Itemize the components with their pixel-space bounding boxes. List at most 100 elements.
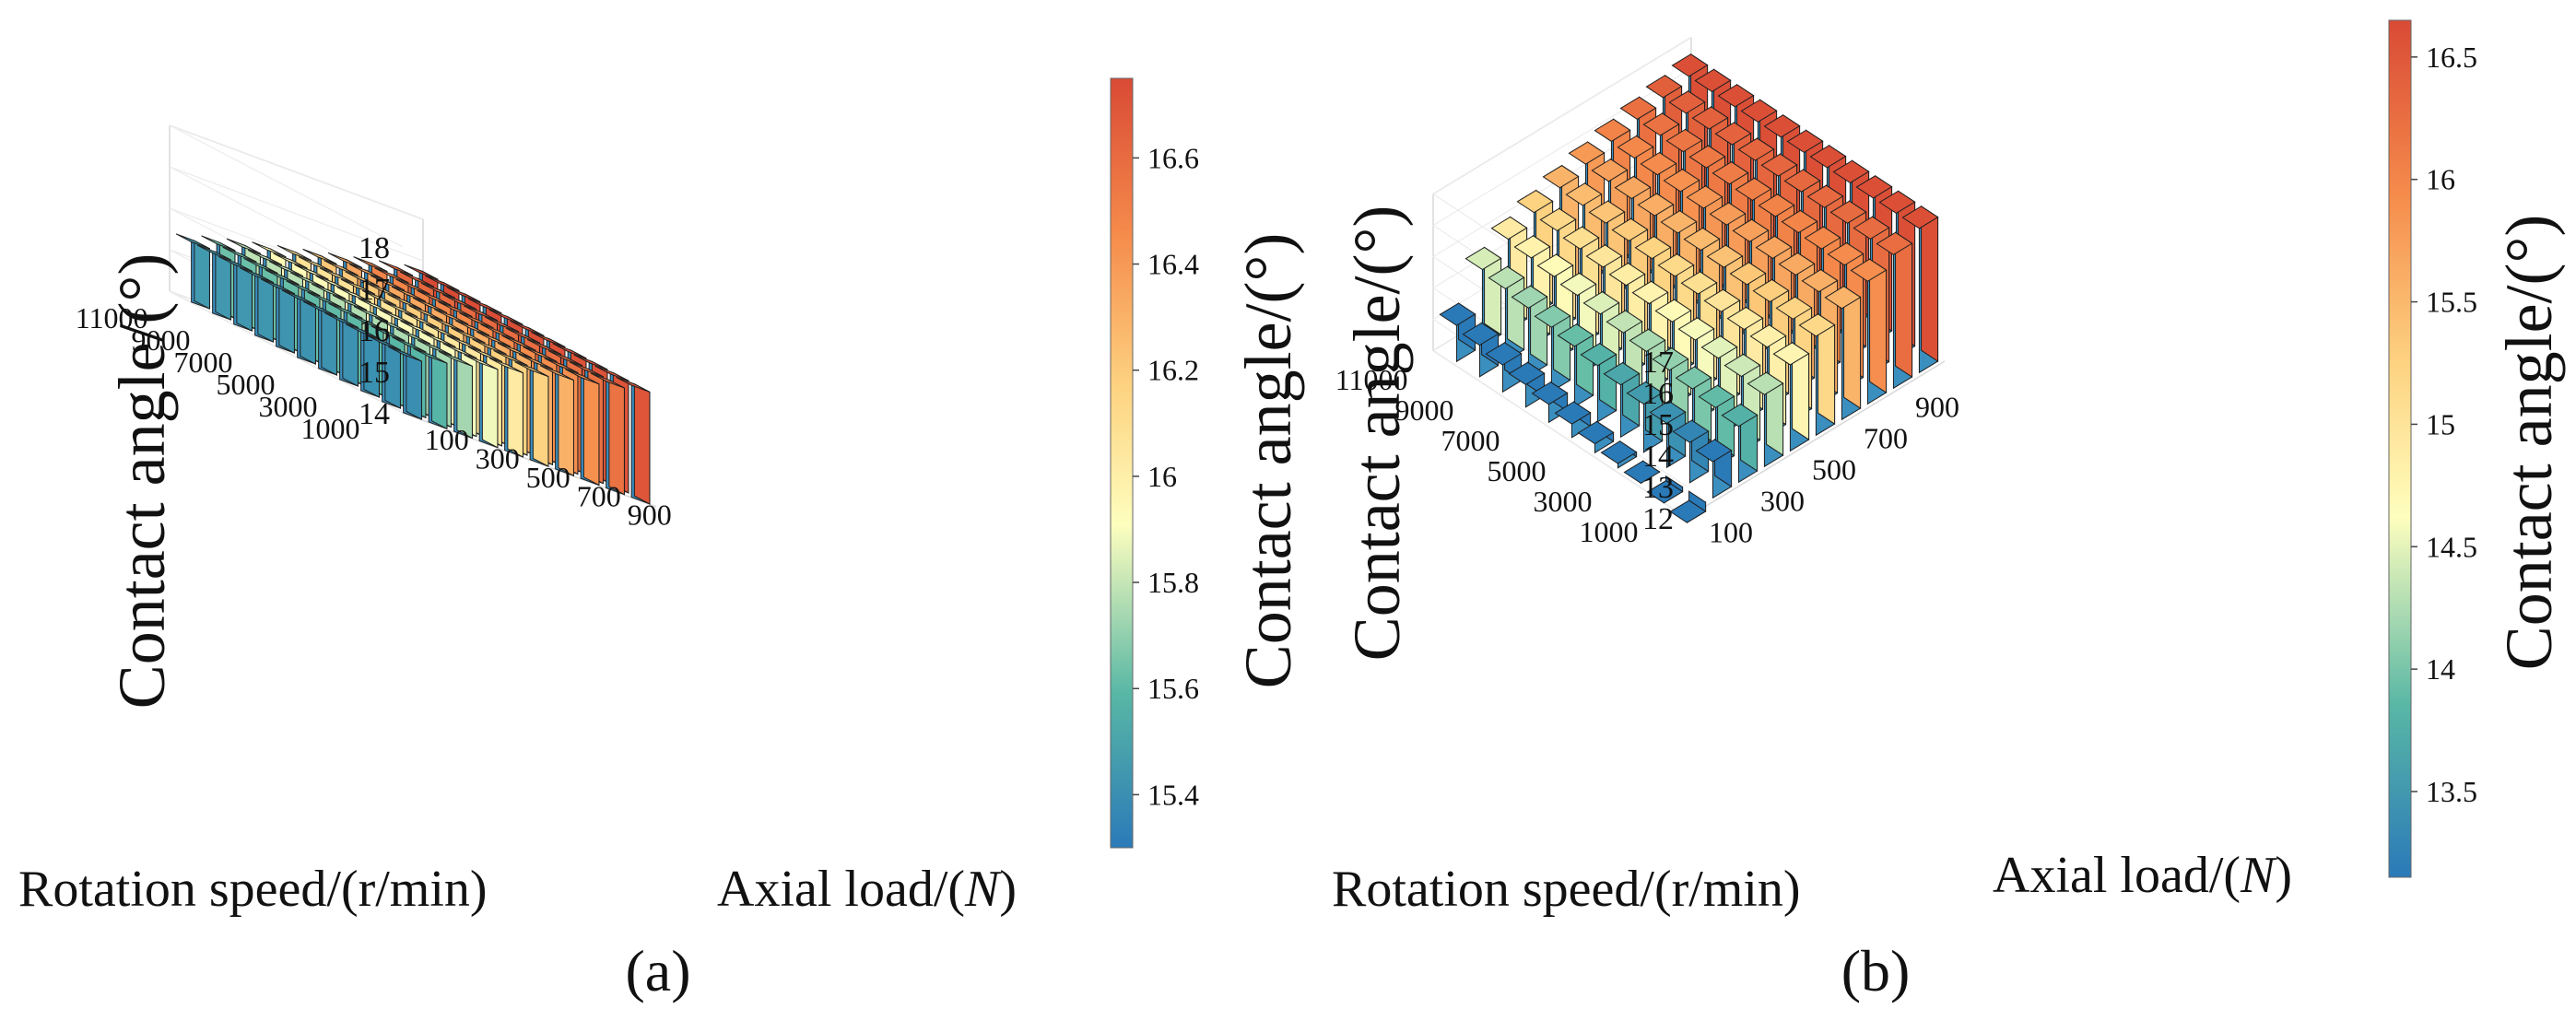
bar bbox=[539, 365, 574, 477]
bar-top-face bbox=[387, 346, 422, 362]
bar-top-face bbox=[1876, 231, 1913, 255]
bar-top-face bbox=[544, 358, 579, 374]
bar-top-face bbox=[1663, 169, 1700, 193]
b-colorbar-tick: 14 bbox=[2426, 652, 2455, 686]
bar-side-face bbox=[532, 368, 549, 467]
bar-top-face bbox=[404, 264, 439, 280]
b-colorbar bbox=[2388, 19, 2412, 878]
bar-top-face bbox=[1516, 189, 1554, 214]
a-z-tick: 16 bbox=[359, 314, 390, 348]
bar-side-face bbox=[481, 360, 499, 449]
bar-top-face bbox=[1801, 268, 1839, 293]
bar-top-face bbox=[1669, 499, 1707, 523]
bar-top-face bbox=[1878, 190, 1916, 215]
bar-top-face bbox=[1763, 114, 1801, 138]
bar-top-face bbox=[420, 282, 455, 299]
bar-top-face bbox=[1588, 200, 1626, 224]
bar-top-face bbox=[1490, 216, 1528, 241]
bar-top-face bbox=[1752, 278, 1790, 303]
bar-top-face bbox=[1677, 317, 1715, 341]
b-z-tick: 13 bbox=[1642, 471, 1674, 505]
bar-top-face bbox=[1591, 158, 1629, 182]
bar bbox=[302, 300, 337, 376]
b-y-tick: 3000 bbox=[1534, 485, 1593, 518]
bar-top-face bbox=[1853, 216, 1890, 240]
a-colorbar-tick: 15.4 bbox=[1147, 778, 1199, 811]
bar-top-face bbox=[327, 252, 362, 268]
bar-top-face bbox=[1542, 165, 1580, 189]
bar-top-face bbox=[594, 365, 629, 381]
bar-top-face bbox=[412, 297, 447, 313]
bar-top-face bbox=[1680, 271, 1718, 295]
bar-top-face bbox=[1646, 480, 1684, 504]
bar bbox=[1600, 440, 1638, 469]
bar-top-face bbox=[382, 301, 418, 318]
bar-top-face bbox=[1580, 343, 1617, 367]
bar-top-face bbox=[1749, 324, 1787, 348]
bar-top-face bbox=[539, 365, 574, 381]
bar-top-face bbox=[1832, 159, 1870, 184]
bar-top-face bbox=[222, 246, 257, 263]
b-z-tick: 17 bbox=[1642, 346, 1674, 380]
bar-top-face bbox=[1565, 182, 1603, 206]
bar-top-face bbox=[1703, 288, 1741, 312]
bar bbox=[1508, 361, 1546, 408]
a-z-tick: 14 bbox=[359, 397, 390, 431]
a-z-tick: 15 bbox=[359, 356, 390, 390]
bar-top-face bbox=[1717, 84, 1755, 108]
bar-top-face bbox=[332, 294, 367, 311]
a-gridline bbox=[169, 166, 424, 289]
b-colorbar-ticks: 13.5 14 14.5 15 15.5 16 16.5 bbox=[2411, 41, 2477, 808]
b-y-tick: 5000 bbox=[1488, 454, 1547, 487]
bar-top-face bbox=[395, 278, 430, 295]
bar-top-face bbox=[336, 287, 371, 303]
bar-top-face bbox=[1726, 306, 1764, 331]
bar-top-face bbox=[1721, 403, 1759, 428]
bar-top-face bbox=[1778, 252, 1816, 276]
a-y-tick: 7000 bbox=[174, 346, 233, 379]
bar-top-face bbox=[488, 309, 523, 325]
bar-top-face bbox=[472, 338, 507, 355]
bar-top-face bbox=[1617, 135, 1654, 159]
bar-top-face bbox=[417, 339, 452, 356]
bar-top-face bbox=[1758, 194, 1795, 217]
bar-top-face bbox=[1568, 141, 1606, 165]
bar-top-face bbox=[1709, 202, 1747, 226]
bar-top-face bbox=[353, 256, 388, 273]
bar-top-face bbox=[1531, 381, 1569, 405]
bar-top-face bbox=[442, 343, 477, 359]
b-z-tick: 15 bbox=[1642, 408, 1674, 442]
bar-top-face bbox=[328, 302, 363, 319]
bar-top-face bbox=[1675, 366, 1712, 390]
bar-side-face bbox=[406, 352, 422, 420]
a-x-axis-label: Axial load/(N) bbox=[717, 861, 1017, 918]
bar bbox=[175, 233, 210, 310]
bar-top-face bbox=[531, 332, 566, 347]
bar-top-face bbox=[1640, 152, 1677, 176]
bar bbox=[438, 350, 473, 440]
bar-top-face bbox=[433, 309, 468, 325]
bar-top-face bbox=[493, 349, 528, 366]
a-x-tick: 500 bbox=[526, 461, 570, 494]
bar-top-face bbox=[395, 328, 430, 345]
bar-top-face bbox=[429, 316, 465, 333]
bar bbox=[1511, 285, 1548, 378]
bar bbox=[1623, 460, 1661, 485]
a-colorbar-ticks: 15.4 15.6 15.8 16 16.2 16.4 16.6 bbox=[1133, 141, 1199, 811]
bar-top-face bbox=[1855, 175, 1893, 199]
bar-top-face bbox=[467, 298, 502, 314]
bar-top-face bbox=[1694, 68, 1732, 93]
bar bbox=[1850, 258, 1888, 405]
bar-top-face bbox=[391, 286, 426, 302]
b-x-tick: 700 bbox=[1864, 422, 1908, 455]
bar-top-face bbox=[1672, 419, 1710, 443]
bar-top-face bbox=[302, 248, 337, 264]
bar-top-face bbox=[1760, 153, 1798, 177]
bar-top-face bbox=[1634, 235, 1672, 260]
bar-top-face bbox=[374, 267, 409, 284]
bar-top-face bbox=[547, 350, 582, 367]
bar-top-face bbox=[1464, 246, 1502, 271]
bar-top-face bbox=[573, 354, 608, 370]
